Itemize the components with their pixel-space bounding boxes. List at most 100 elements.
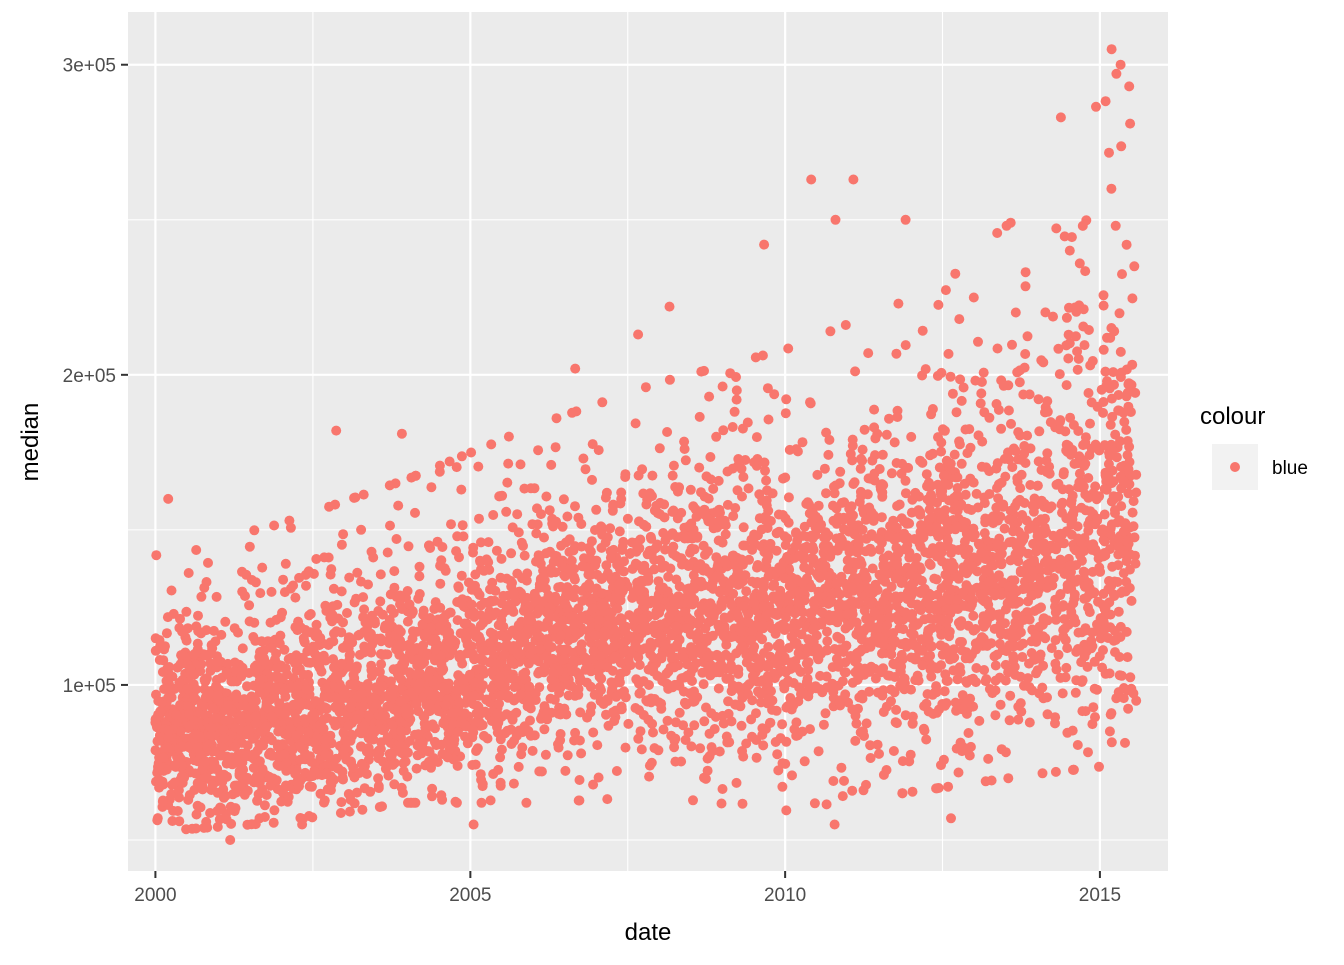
- data-point: [703, 567, 713, 577]
- data-point: [680, 444, 690, 454]
- data-point: [786, 698, 796, 708]
- data-point: [659, 725, 669, 735]
- data-point: [670, 734, 680, 744]
- data-point: [815, 573, 825, 583]
- data-point: [893, 299, 903, 309]
- data-point: [242, 775, 252, 785]
- data-point: [794, 588, 804, 598]
- data-point: [173, 806, 183, 816]
- data-point: [1016, 707, 1026, 717]
- data-point: [644, 680, 654, 690]
- data-point: [623, 719, 633, 729]
- data-point: [1115, 670, 1125, 680]
- data-point: [260, 800, 270, 810]
- data-point: [155, 655, 165, 665]
- data-point: [1055, 417, 1065, 427]
- data-point: [708, 484, 718, 494]
- data-point: [890, 437, 900, 447]
- data-point: [900, 544, 910, 554]
- data-point: [995, 609, 1005, 619]
- data-point: [392, 534, 402, 544]
- data-point: [815, 671, 825, 681]
- data-point: [567, 556, 577, 566]
- data-point: [454, 697, 464, 707]
- data-point: [1015, 377, 1025, 387]
- data-point: [183, 795, 193, 805]
- data-point: [717, 799, 727, 809]
- data-point: [1033, 665, 1043, 675]
- data-point: [350, 493, 360, 503]
- data-point: [895, 500, 905, 510]
- data-point: [858, 525, 868, 535]
- data-point: [701, 774, 711, 784]
- data-point: [997, 549, 1007, 559]
- data-point: [586, 547, 596, 557]
- data-point: [1092, 685, 1102, 695]
- data-point: [763, 551, 773, 561]
- data-point: [936, 447, 946, 457]
- data-point: [223, 700, 233, 710]
- data-point: [418, 738, 428, 748]
- data-point: [258, 741, 268, 751]
- data-point: [540, 622, 550, 632]
- data-point: [348, 762, 358, 772]
- data-point: [193, 626, 203, 636]
- data-point: [901, 710, 911, 720]
- data-point: [1097, 663, 1107, 673]
- data-point: [486, 795, 496, 805]
- data-point: [1073, 740, 1083, 750]
- data-point: [560, 766, 570, 776]
- data-point: [1100, 625, 1110, 635]
- data-point: [196, 592, 206, 602]
- data-point: [202, 577, 212, 587]
- data-point: [410, 508, 420, 518]
- data-point: [850, 366, 860, 376]
- data-point: [233, 628, 243, 638]
- data-point: [1087, 397, 1097, 407]
- data-point: [504, 691, 514, 701]
- data-point: [732, 395, 742, 405]
- data-point: [615, 564, 625, 574]
- data-point: [681, 455, 691, 465]
- data-point: [356, 525, 366, 535]
- data-point: [835, 467, 845, 477]
- data-point: [794, 650, 804, 660]
- data-point: [210, 636, 220, 646]
- data-point: [665, 375, 675, 385]
- data-point: [696, 487, 706, 497]
- data-point: [437, 542, 447, 552]
- data-point: [1129, 496, 1139, 506]
- data-point: [928, 404, 938, 414]
- data-point: [954, 314, 964, 324]
- data-point: [191, 545, 201, 555]
- data-point: [940, 426, 950, 436]
- data-point: [255, 588, 265, 598]
- data-point: [860, 425, 870, 435]
- data-point: [671, 622, 681, 632]
- data-point: [403, 748, 413, 758]
- data-point: [818, 608, 828, 618]
- data-point: [488, 510, 498, 520]
- data-point: [980, 528, 990, 538]
- data-point: [944, 525, 954, 535]
- data-point: [955, 637, 965, 647]
- data-point: [389, 779, 399, 789]
- data-point: [957, 396, 967, 406]
- data-point: [1040, 633, 1050, 643]
- data-point: [871, 674, 881, 684]
- data-point: [1021, 281, 1031, 291]
- data-point: [873, 585, 883, 595]
- data-point: [408, 634, 418, 644]
- data-point: [891, 574, 901, 584]
- data-point: [738, 799, 748, 809]
- data-point: [1101, 602, 1111, 612]
- data-point: [948, 389, 958, 399]
- data-point: [954, 768, 964, 778]
- data-point: [749, 674, 759, 684]
- data-point: [578, 454, 588, 464]
- data-point: [524, 612, 534, 622]
- data-point: [764, 415, 774, 425]
- data-point: [623, 514, 633, 524]
- data-point: [861, 571, 871, 581]
- data-point: [920, 726, 930, 736]
